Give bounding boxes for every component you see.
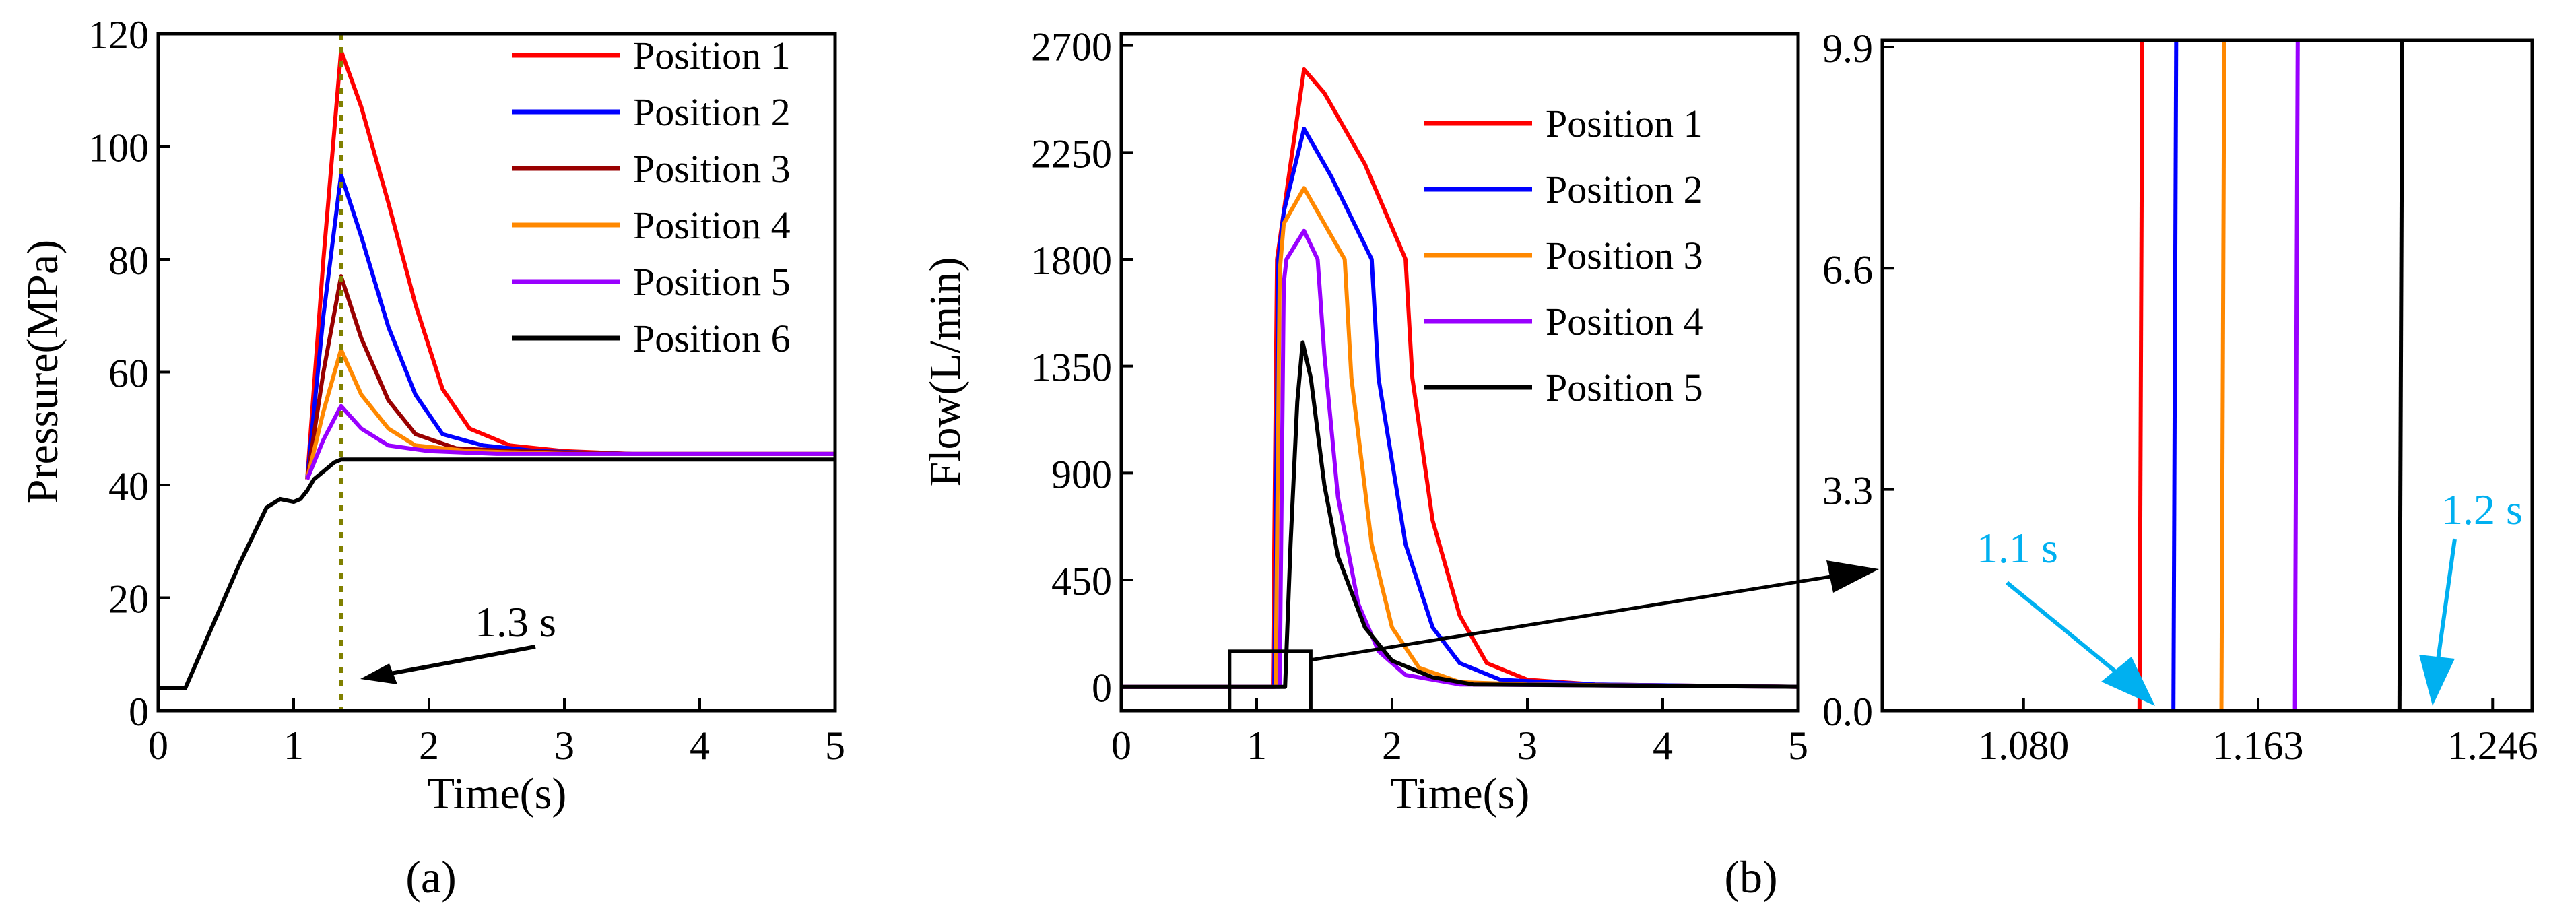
panel-b-series-lines bbox=[1121, 67, 1799, 689]
y-tick-label: 100 bbox=[88, 126, 149, 170]
y-tick-label: 0 bbox=[1092, 666, 1112, 711]
series-line-3 bbox=[305, 274, 835, 480]
legend-label-5: Position 5 bbox=[633, 260, 791, 304]
panel-b-x-axis-label: Time(s) bbox=[1391, 769, 1530, 818]
x-tick-label: 1 bbox=[1247, 723, 1267, 768]
series-line-2 bbox=[1121, 127, 1799, 689]
legend-label-1: Position 1 bbox=[633, 34, 791, 77]
panel-b-y-axis-label: Flow(L/min) bbox=[921, 257, 970, 487]
series-line-5 bbox=[1121, 340, 1799, 689]
panel-b-plot-frame bbox=[1119, 32, 1800, 713]
x-tick-label: 0 bbox=[148, 723, 168, 768]
series-line-1 bbox=[2137, 40, 2144, 711]
x-tick-label: 2 bbox=[419, 723, 439, 768]
x-tick-label: 5 bbox=[1788, 723, 1808, 768]
legend-label-4: Position 4 bbox=[1546, 300, 1703, 344]
panel-b-zoom-inset: 1.080 1.163 1.246 0.0 3.3 6.6 9.9 1.1 s 1.2 s bbox=[1822, 26, 2538, 768]
inset-plot-frame bbox=[1880, 38, 2534, 713]
panel-b-label: (b) bbox=[1724, 851, 1777, 903]
inset-annotation-2-label: 1.2 s bbox=[2441, 486, 2523, 533]
inset-annotation-2: 1.2 s bbox=[2419, 486, 2523, 706]
legend-label-5: Position 5 bbox=[1546, 366, 1703, 410]
x-tick-label: 3 bbox=[1517, 723, 1538, 768]
zoom-arrow-shaft bbox=[1309, 574, 1836, 662]
inset-annotation-1: 1.1 s bbox=[1977, 524, 2155, 706]
y-tick-label: 450 bbox=[1051, 559, 1112, 603]
x-tick-label: 4 bbox=[690, 723, 710, 768]
panel-a-pressure-chart: 0 1 2 3 4 5 0 20 40 60 80 100 120 Pressure(MPa) Time… bbox=[18, 13, 845, 903]
y-tick-label: 80 bbox=[108, 238, 149, 283]
inset-annotation-1-arrowhead bbox=[2101, 657, 2155, 706]
y-tick-label: 2250 bbox=[1031, 131, 1112, 176]
panel-a-annotation: 1.3 s bbox=[360, 598, 556, 684]
panel-b-legend: Position 1 Position 2 Position 3 Position 4… bbox=[1424, 102, 1703, 410]
x-tick-label: 1.080 bbox=[1978, 723, 2069, 768]
x-tick-label: 2 bbox=[1382, 723, 1402, 768]
legend-label-4: Position 4 bbox=[633, 203, 791, 247]
y-tick-label: 900 bbox=[1051, 452, 1112, 496]
annotation-arrowhead bbox=[360, 663, 397, 684]
y-tick-label: 3.3 bbox=[1822, 469, 1873, 513]
x-tick-label: 1 bbox=[284, 723, 304, 768]
x-tick-label: 4 bbox=[1653, 723, 1673, 768]
y-tick-label: 0 bbox=[129, 690, 149, 734]
panel-a-series-lines bbox=[158, 48, 835, 690]
x-tick-label: 5 bbox=[825, 723, 845, 768]
y-tick-label: 20 bbox=[108, 577, 149, 622]
legend-label-6: Position 6 bbox=[633, 317, 791, 360]
panel-a-x-axis-label: Time(s) bbox=[428, 769, 567, 818]
y-tick-label: 6.6 bbox=[1822, 247, 1873, 292]
legend-label-3: Position 3 bbox=[1546, 234, 1703, 278]
series-line-6 bbox=[158, 457, 835, 690]
annotation-arrow-shaft bbox=[390, 645, 536, 676]
inset-ticks: 1.080 1.163 1.246 0.0 3.3 6.6 9.9 bbox=[1822, 26, 2538, 768]
inset-series-lines bbox=[2137, 40, 2404, 711]
x-tick-label: 1.246 bbox=[2447, 723, 2538, 768]
inset-annotation-2-arrow bbox=[2436, 538, 2457, 661]
panel-a-legend: Position 1 Position 2 Position 3 Position 4… bbox=[512, 34, 791, 360]
inset-annotation-1-label: 1.1 s bbox=[1977, 524, 2058, 572]
panel-a-annotation-label: 1.3 s bbox=[475, 598, 556, 646]
panel-a-ticks: 0 1 2 3 4 5 0 20 40 60 80 100 120 bbox=[88, 13, 845, 768]
panel-a-y-axis-label: Pressure(MPa) bbox=[18, 240, 67, 504]
x-tick-label: 0 bbox=[1111, 723, 1131, 768]
x-tick-label: 1.163 bbox=[2213, 723, 2304, 768]
y-tick-label: 120 bbox=[88, 13, 149, 57]
y-tick-label: 1800 bbox=[1031, 238, 1112, 283]
legend-label-3: Position 3 bbox=[633, 147, 791, 191]
x-tick-label: 3 bbox=[554, 723, 574, 768]
y-tick-label: 0.0 bbox=[1822, 690, 1873, 734]
series-line-4 bbox=[1121, 228, 1799, 689]
series-line-4 bbox=[2292, 40, 2300, 711]
y-tick-label: 2700 bbox=[1031, 25, 1112, 69]
zoom-region-box bbox=[1228, 649, 1313, 713]
legend-label-1: Position 1 bbox=[1546, 102, 1703, 145]
series-line-5 bbox=[2397, 40, 2404, 711]
legend-label-2: Position 2 bbox=[1546, 168, 1703, 211]
zoom-arrowhead bbox=[1826, 560, 1879, 593]
series-line-3 bbox=[2219, 40, 2226, 711]
y-tick-label: 9.9 bbox=[1822, 26, 1873, 71]
y-tick-label: 60 bbox=[108, 352, 149, 396]
panel-a-label: (a) bbox=[405, 851, 456, 903]
legend-label-2: Position 2 bbox=[633, 90, 791, 134]
y-tick-label: 1350 bbox=[1031, 346, 1112, 390]
inset-annotation-1-arrow bbox=[2006, 581, 2119, 676]
y-tick-label: 40 bbox=[108, 464, 149, 509]
series-line-5 bbox=[305, 403, 835, 480]
inset-annotation-2-arrowhead bbox=[2419, 655, 2455, 706]
series-line-2 bbox=[2171, 40, 2179, 711]
